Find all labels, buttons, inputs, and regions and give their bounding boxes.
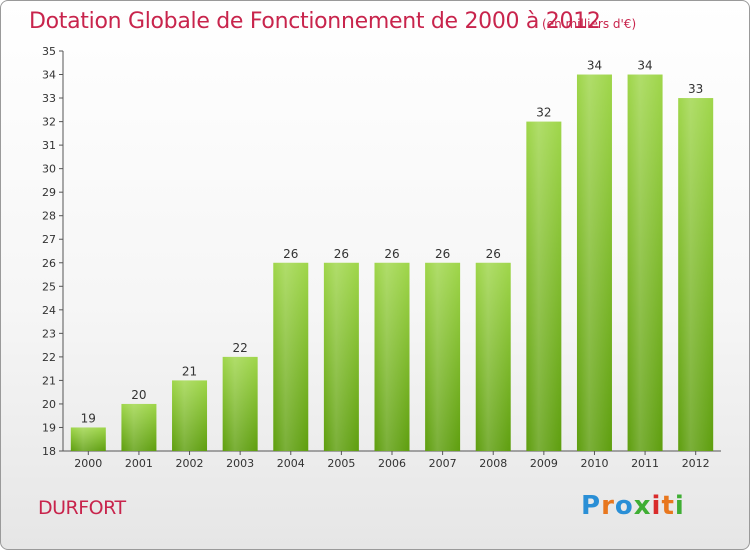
bar-shine-2009 bbox=[526, 121, 562, 452]
y-tick-label: 21 bbox=[42, 374, 56, 387]
value-label-2006: 26 bbox=[384, 247, 399, 261]
y-tick-label: 35 bbox=[42, 45, 56, 58]
x-tick-label: 2012 bbox=[682, 457, 710, 470]
y-tick-label: 25 bbox=[42, 280, 56, 293]
y-tick-label: 20 bbox=[42, 398, 56, 411]
logo-letter: t bbox=[661, 491, 675, 521]
value-label-2007: 26 bbox=[435, 247, 450, 261]
city-name: DURFORT bbox=[38, 497, 126, 519]
x-tick-label: 2008 bbox=[479, 457, 507, 470]
x-tick-label: 2009 bbox=[530, 457, 558, 470]
x-tick-label: 2011 bbox=[631, 457, 659, 470]
y-tick-label: 30 bbox=[42, 163, 56, 176]
value-label-2005: 26 bbox=[334, 247, 349, 261]
bar-shine-2003 bbox=[222, 356, 258, 451]
y-tick-label: 33 bbox=[42, 92, 56, 105]
x-tick-label: 2002 bbox=[176, 457, 204, 470]
bar-shine-2001 bbox=[121, 403, 157, 451]
logo-letter: i bbox=[674, 491, 685, 521]
x-tick-label: 2004 bbox=[277, 457, 305, 470]
value-label-2002: 21 bbox=[182, 364, 197, 378]
value-label-2008: 26 bbox=[486, 247, 501, 261]
value-label-2009: 32 bbox=[536, 106, 551, 120]
bar-shine-2002 bbox=[172, 380, 208, 451]
logo-letter: i bbox=[651, 491, 662, 521]
bar-shine-2004 bbox=[273, 262, 309, 451]
y-tick-label: 26 bbox=[42, 257, 56, 270]
y-tick-label: 27 bbox=[42, 233, 56, 246]
bar-shine-2005 bbox=[323, 262, 359, 451]
x-tick-label: 2001 bbox=[125, 457, 153, 470]
bar-shine-2011 bbox=[627, 74, 663, 451]
value-label-2010: 34 bbox=[587, 59, 602, 73]
y-tick-label: 19 bbox=[42, 421, 56, 434]
chart-title: Dotation Globale de Fonctionnement de 20… bbox=[29, 9, 601, 34]
bar-shine-2007 bbox=[425, 262, 461, 451]
bars bbox=[70, 74, 714, 452]
y-tick-label: 34 bbox=[42, 69, 56, 82]
value-label-2011: 34 bbox=[637, 59, 652, 73]
y-tick-label: 18 bbox=[42, 445, 56, 458]
y-tick-label: 28 bbox=[42, 210, 56, 223]
x-tick-label: 2005 bbox=[327, 457, 355, 470]
value-label-2003: 22 bbox=[233, 341, 248, 355]
axes: 18 19 20 21 22 23 24 25 26 27 28 29 30 31 32 33 34 35 2000… bbox=[42, 45, 721, 470]
x-tick-label: 2003 bbox=[226, 457, 254, 470]
value-label-2012: 33 bbox=[688, 82, 703, 96]
bar-shine-2006 bbox=[374, 262, 410, 451]
x-tick-label: 2007 bbox=[429, 457, 457, 470]
value-labels: 19 20 21 22 26 26 26 26 26 32 34 34 33 bbox=[81, 59, 704, 426]
value-label-2000: 19 bbox=[81, 411, 96, 425]
bar-shine-2000 bbox=[70, 427, 106, 451]
x-tick-label: 2000 bbox=[74, 457, 102, 470]
y-tick-label: 23 bbox=[42, 327, 56, 340]
y-tick-label: 31 bbox=[42, 139, 56, 152]
y-tick-label: 29 bbox=[42, 186, 56, 199]
bar-shine-2010 bbox=[576, 74, 612, 451]
proxiti-logo: Proxiti bbox=[581, 491, 685, 521]
logo-letter: r bbox=[601, 491, 615, 521]
y-tick-label: 24 bbox=[42, 304, 56, 317]
value-label-2004: 26 bbox=[283, 247, 298, 261]
x-tick-label: 2010 bbox=[580, 457, 608, 470]
logo-letter: P bbox=[581, 491, 602, 521]
bar-shine-2008 bbox=[475, 262, 511, 451]
y-tick-label: 32 bbox=[42, 116, 56, 129]
logo-letter: o bbox=[614, 491, 634, 521]
bar-shine-2012 bbox=[678, 98, 714, 451]
logo-letter: x bbox=[633, 491, 652, 521]
value-label-2001: 20 bbox=[131, 388, 146, 402]
unit-label: (en milliers d'€) bbox=[542, 17, 637, 31]
y-tick-label: 22 bbox=[42, 351, 56, 364]
x-tick-label: 2006 bbox=[378, 457, 406, 470]
